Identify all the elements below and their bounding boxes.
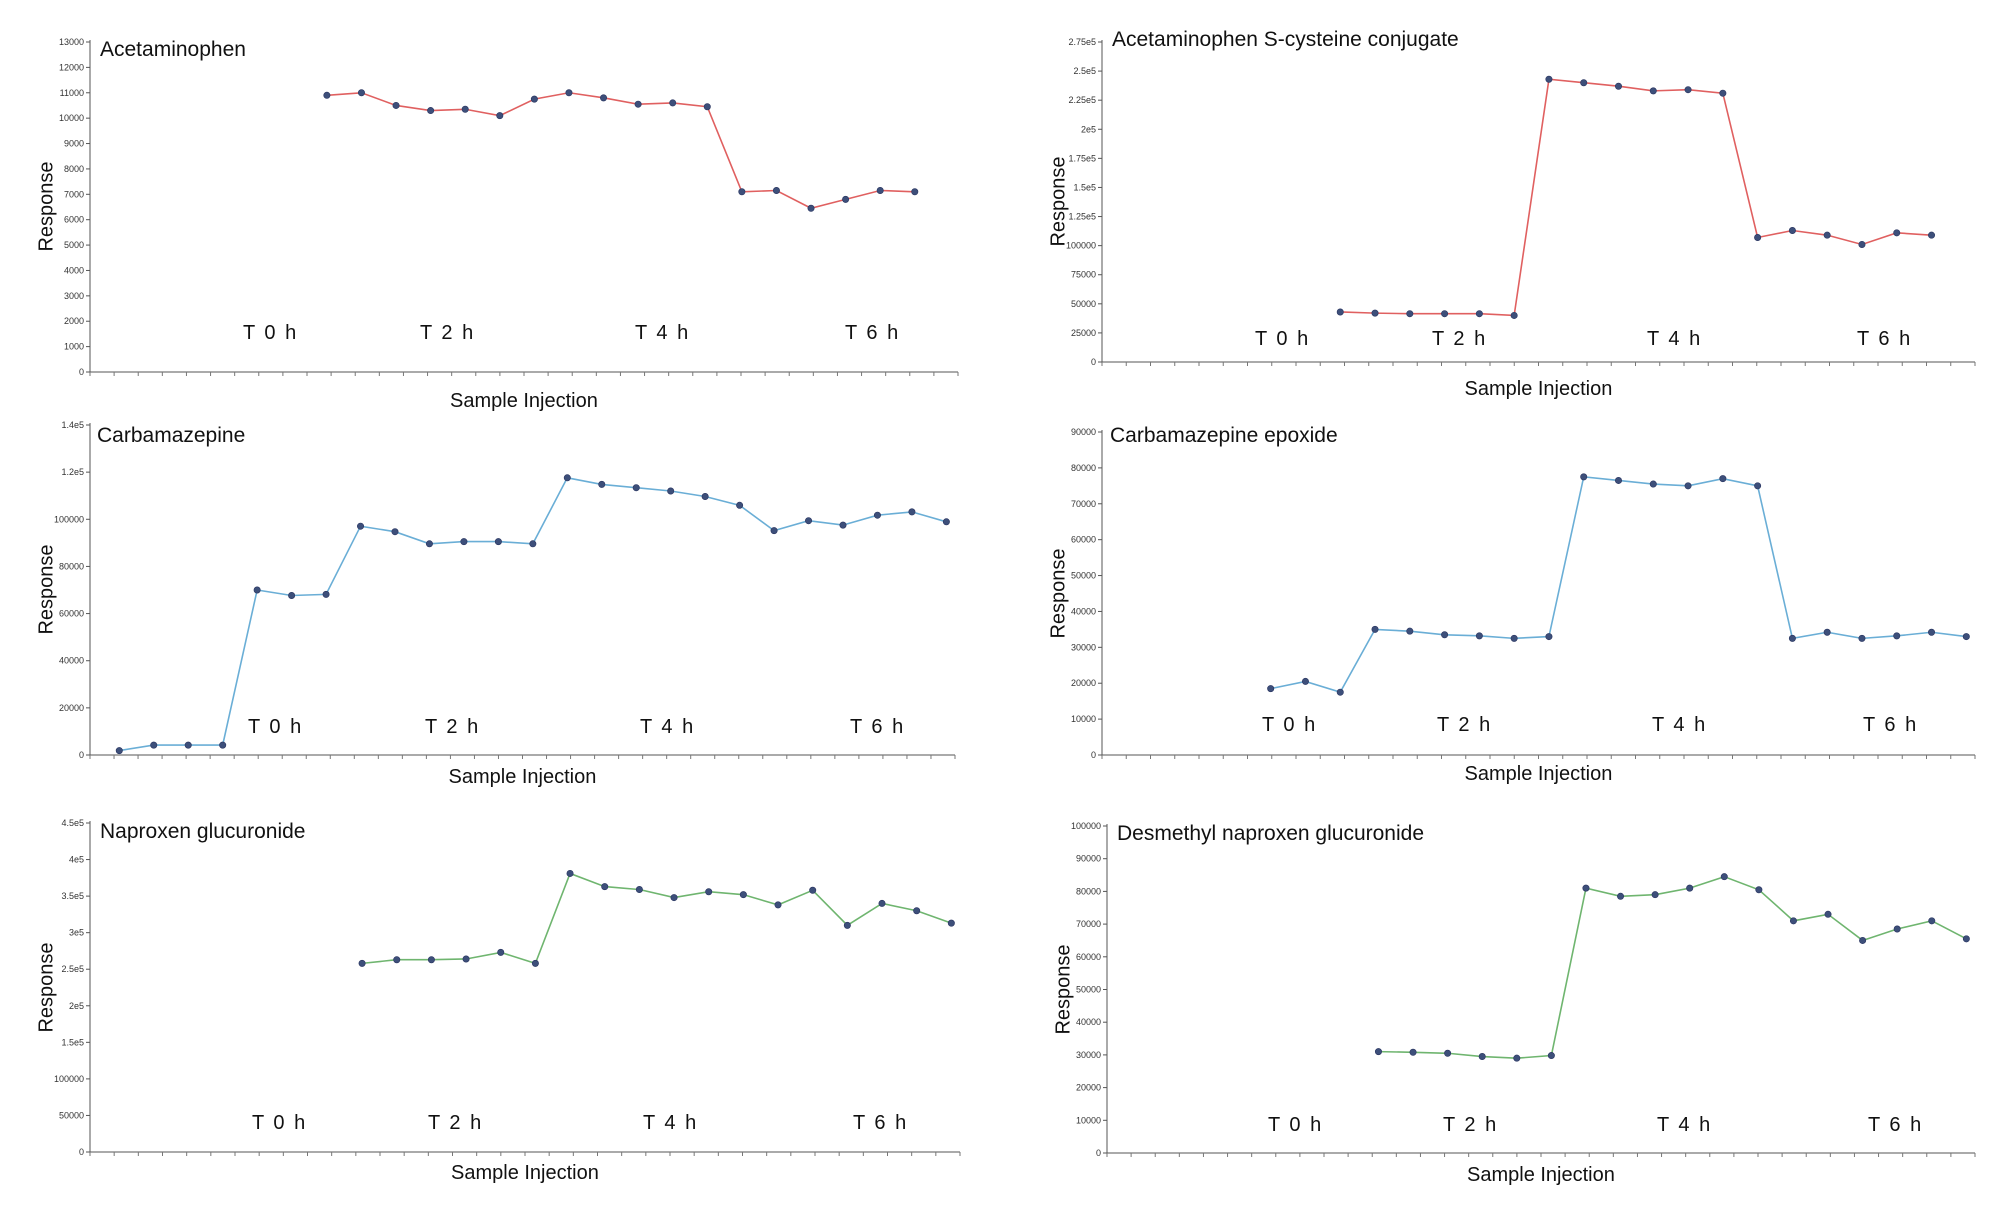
y-tick-label: 30000 xyxy=(1076,1050,1101,1060)
y-tick-label: 50000 xyxy=(1076,985,1101,995)
time-point-label: T 0 h xyxy=(243,322,299,344)
time-point-label: T 2 h xyxy=(420,322,476,344)
data-point xyxy=(1893,925,1901,933)
data-point xyxy=(1513,1054,1521,1062)
time-point-label: T 4 h xyxy=(1652,714,1708,736)
chart-title: Carbamazepine xyxy=(97,424,246,447)
x-axis-label: Sample Injection xyxy=(1464,763,1613,785)
time-point-label: T 2 h xyxy=(1443,1114,1499,1136)
data-point xyxy=(1409,1048,1417,1056)
time-point-label: T 6 h xyxy=(850,716,906,738)
y-tick-label: 0 xyxy=(1096,1148,1101,1158)
data-point xyxy=(1582,884,1590,892)
time-point-label: T 0 h xyxy=(252,1112,308,1134)
y-tick-label: 100000 xyxy=(1071,821,1101,831)
data-point xyxy=(1617,892,1625,900)
x-axis-label: Sample Injection xyxy=(450,390,598,412)
time-point-label: T 6 h xyxy=(1863,714,1919,736)
series-line xyxy=(1378,875,1967,1059)
y-axis-label: Response xyxy=(1052,943,1075,1035)
time-point-label: T 4 h xyxy=(1647,328,1703,350)
data-point xyxy=(1444,1049,1452,1057)
y-tick-label: 80000 xyxy=(1076,886,1101,896)
data-point xyxy=(1720,873,1728,881)
y-tick-label: 90000 xyxy=(1076,854,1101,864)
chart-title: Acetaminophen xyxy=(100,38,246,61)
x-axis-label: Sample Injection xyxy=(451,1162,599,1184)
data-point xyxy=(1824,910,1832,918)
data-point xyxy=(1789,917,1797,925)
chart-title: Naproxen glucuronide xyxy=(100,820,306,843)
time-point-label: T 6 h xyxy=(1857,328,1913,350)
data-point xyxy=(1755,886,1763,894)
data-point xyxy=(1547,1052,1555,1060)
chart-title: Carbamazepine epoxide xyxy=(1110,424,1338,447)
x-axis-label: Sample Injection xyxy=(1467,1164,1615,1186)
chart-title: Desmethyl naproxen glucuronide xyxy=(1117,822,1425,845)
data-point xyxy=(1928,917,1936,925)
y-tick-label: 70000 xyxy=(1076,919,1101,929)
time-point-label: T 2 h xyxy=(425,716,481,738)
data-point xyxy=(1859,936,1867,944)
time-point-label: T 6 h xyxy=(853,1112,909,1134)
time-point-label: T 2 h xyxy=(428,1112,484,1134)
data-point xyxy=(1686,884,1694,892)
y-tick-label: 10000 xyxy=(1076,1115,1101,1125)
time-point-label: T 4 h xyxy=(640,716,696,738)
time-point-label: T 0 h xyxy=(248,716,304,738)
time-point-label: T 0 h xyxy=(1262,714,1318,736)
y-tick-label: 40000 xyxy=(1076,1017,1101,1027)
time-point-label: T 6 h xyxy=(1868,1114,1924,1136)
x-axis-label: Sample Injection xyxy=(1464,378,1613,400)
data-point xyxy=(1478,1053,1486,1061)
x-axis-label: Sample Injection xyxy=(448,766,597,788)
time-point-label: T 6 h xyxy=(845,322,901,344)
time-point-label: T 4 h xyxy=(635,322,691,344)
time-point-label: T 0 h xyxy=(1255,328,1311,350)
time-point-label: T 4 h xyxy=(643,1112,699,1134)
data-point xyxy=(1374,1048,1382,1056)
y-tick-label: 60000 xyxy=(1076,952,1101,962)
time-point-label: T 4 h xyxy=(1657,1114,1713,1136)
data-point xyxy=(1651,891,1659,899)
data-point xyxy=(1962,935,1970,943)
y-tick-label: 20000 xyxy=(1076,1083,1101,1093)
chart-title: Acetaminophen S-cysteine conjugate xyxy=(1112,28,1459,51)
time-point-label: T 2 h xyxy=(1432,328,1488,350)
time-point-label: T 0 h xyxy=(1268,1114,1324,1136)
time-point-label: T 2 h xyxy=(1437,714,1493,736)
